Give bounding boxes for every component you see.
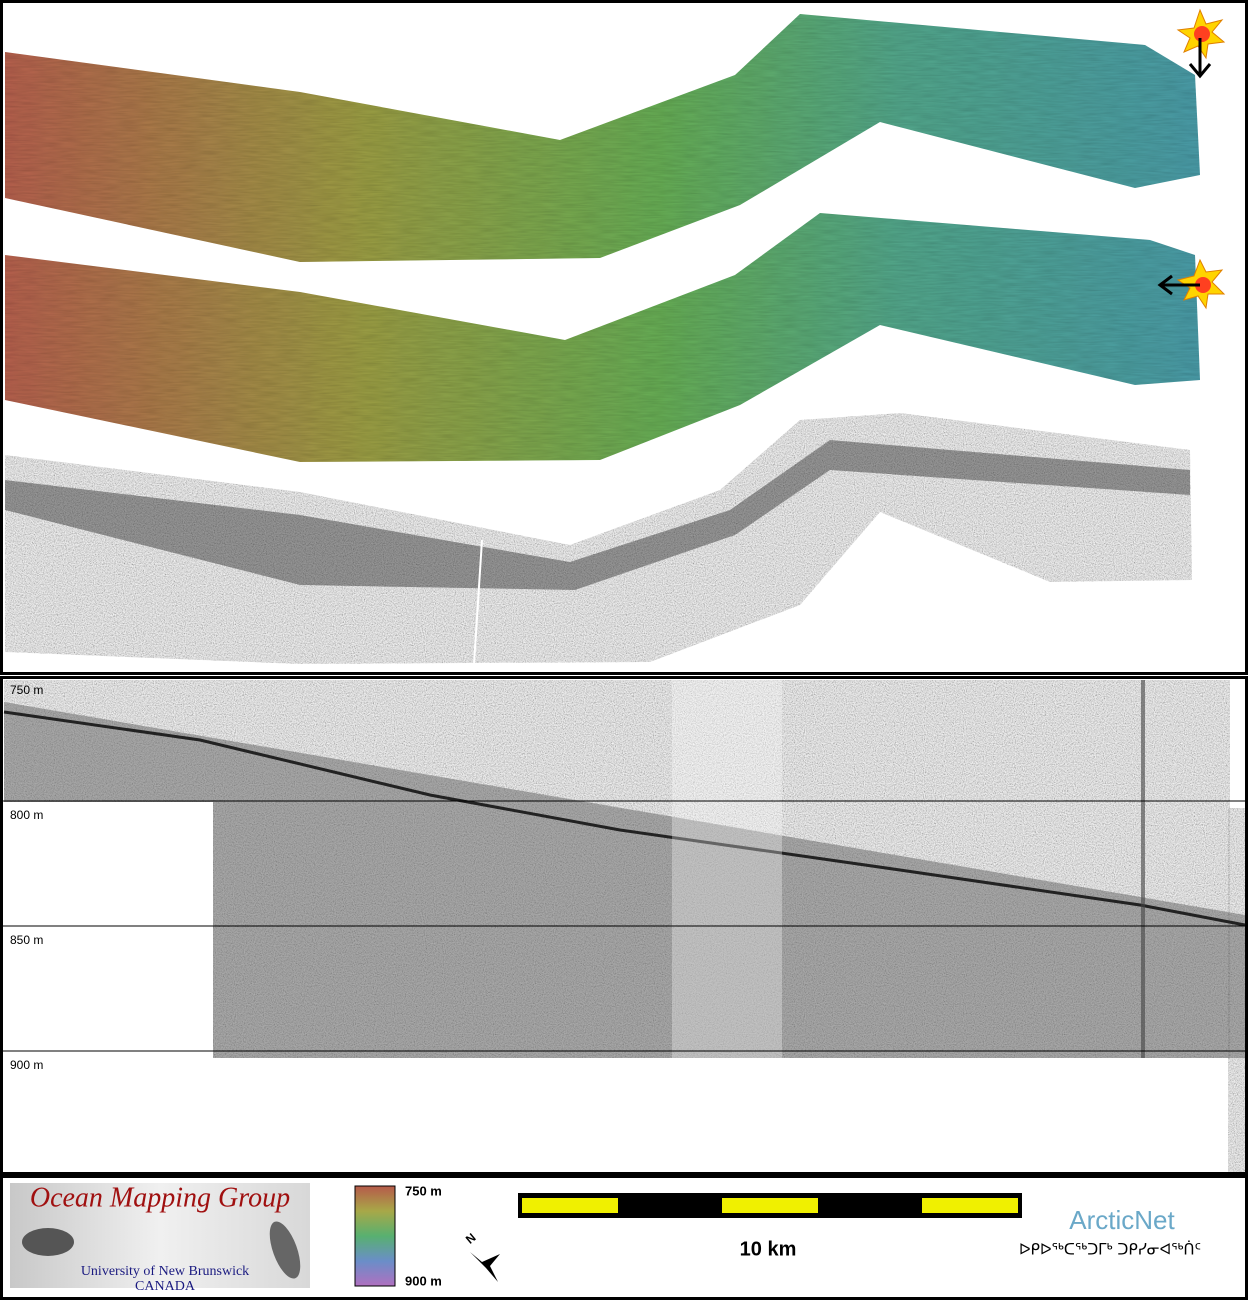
depth-label: 900 m	[10, 1058, 43, 1072]
partner-name: ArcticNet	[1069, 1205, 1175, 1235]
profile-strip	[1228, 808, 1245, 1172]
scale-label: 10 km	[740, 1238, 797, 1260]
seafloor-reflector	[3, 710, 1246, 927]
colorbar-top-label: 750 m	[405, 1183, 442, 1198]
logo-university: University of New Brunswick	[81, 1264, 249, 1279]
depth-label: 850 m	[10, 933, 43, 947]
logo-ship	[269, 1221, 301, 1279]
swath-north-lit	[5, 14, 1200, 262]
logo-country: CANADA	[135, 1279, 196, 1294]
swath-east-lit	[5, 213, 1200, 462]
sub-seafloor	[4, 702, 1245, 1058]
backscatter-swath	[5, 413, 1192, 664]
nadir-stripe	[5, 440, 1190, 590]
profile-light-band	[672, 680, 782, 1058]
scale-bar	[518, 1193, 1022, 1218]
data-gap	[473, 539, 483, 665]
partner-syllabics: ᐅᑭᐅᖅᑕᖅᑐᒥᒃ ᑐᑭᓯᓂᐊᖅᑏᑦ	[1019, 1241, 1201, 1259]
depth-label: 800 m	[10, 808, 43, 822]
colorbar-bottom-label: 900 m	[405, 1273, 442, 1288]
colorbar	[354, 1185, 396, 1287]
sun-icon-north	[1176, 8, 1226, 79]
logo-title: Ocean Mapping Group	[30, 1182, 290, 1213]
logo-ship	[22, 1228, 74, 1256]
sun-icon-east	[1157, 258, 1226, 310]
depth-label: 750 m	[10, 683, 43, 697]
